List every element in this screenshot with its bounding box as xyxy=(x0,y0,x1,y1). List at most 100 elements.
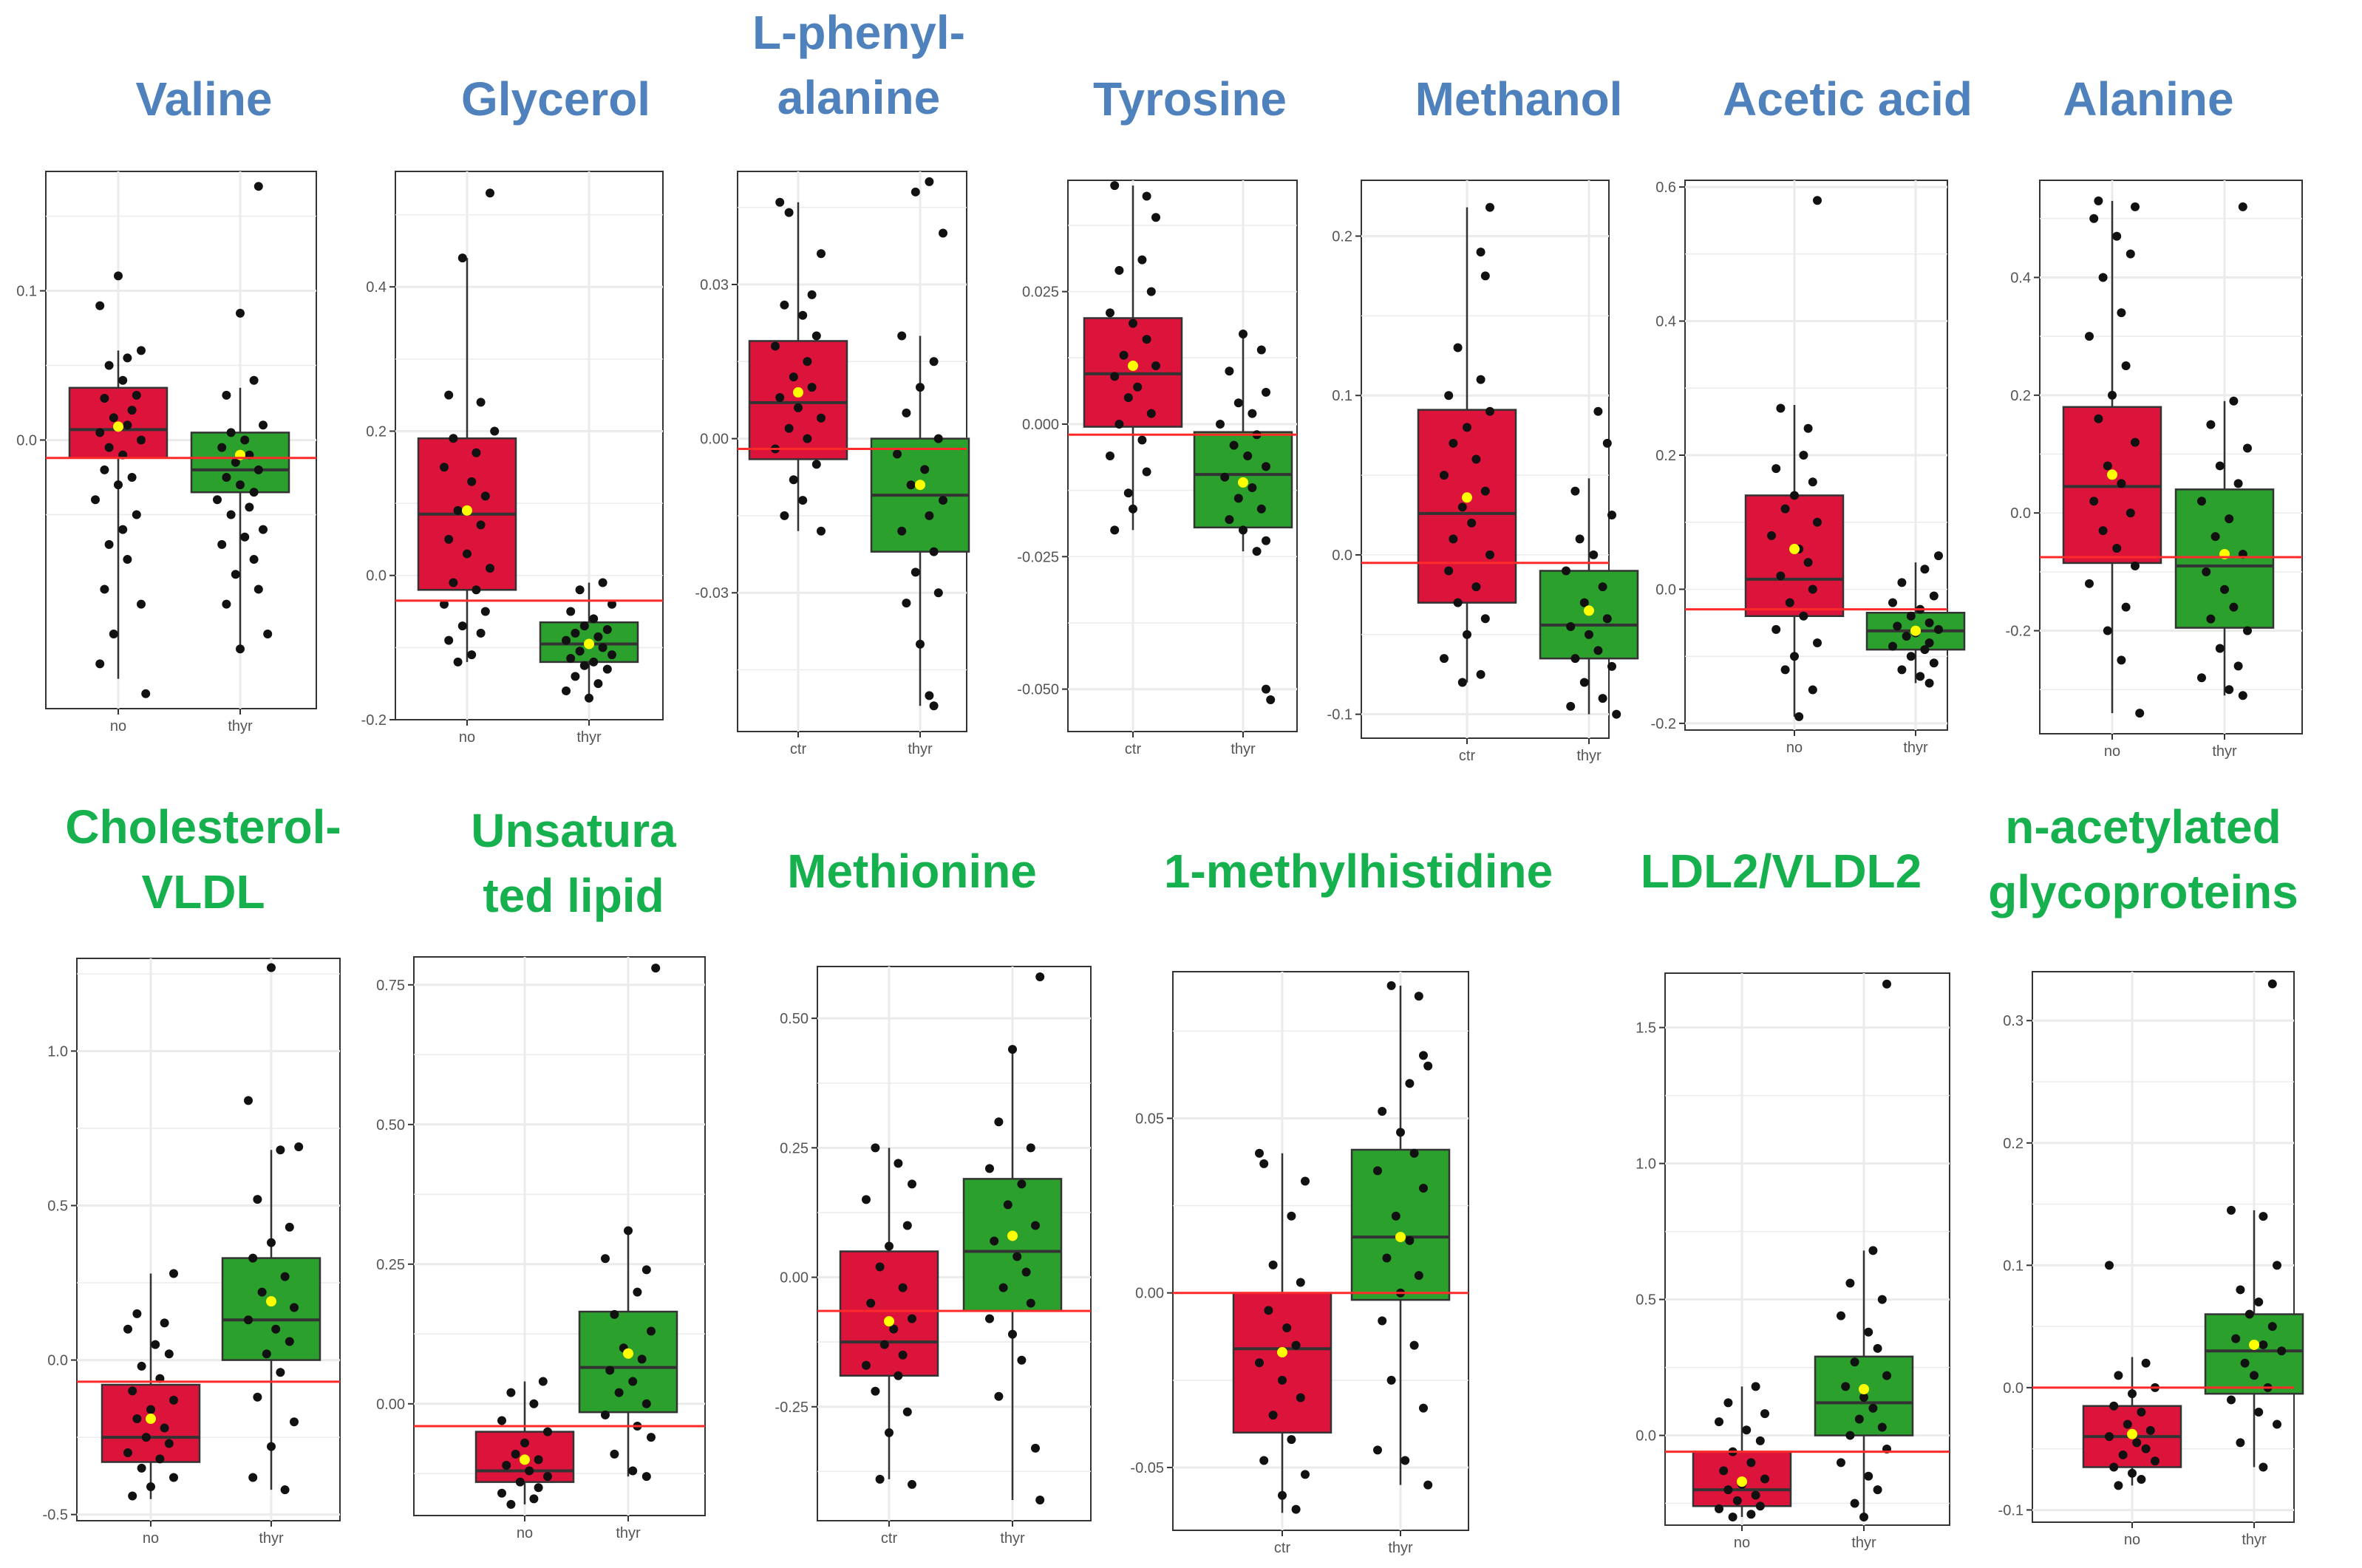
methionine-ytick-label: 0.25 xyxy=(780,1140,809,1156)
ldl2-vldl2-point-no xyxy=(1746,1510,1756,1519)
n-acetylated-glycoproteins-ytick-label: 0.3 xyxy=(2003,1013,2024,1029)
valine-point-thyr xyxy=(236,308,245,318)
l-phenyl-alanine-point-thyr xyxy=(916,383,925,392)
unsatura-ted-lipid-point-no xyxy=(529,1494,539,1504)
methionine-xtick-label-ctr: ctr xyxy=(881,1530,898,1547)
1-methylhistidine-point-ctr xyxy=(1301,1176,1310,1186)
1-methylhistidine-point-ctr xyxy=(1268,1411,1278,1420)
glycerol-point-thyr xyxy=(602,624,612,634)
alanine-point-thyr xyxy=(2206,420,2216,429)
cholesterol-vldl-point-thyr xyxy=(280,1485,290,1495)
valine-ytick-label: 0.0 xyxy=(16,433,37,449)
methanol-point-thyr xyxy=(1589,550,1599,559)
tyrosine-point-thyr xyxy=(1243,451,1253,460)
cholesterol-vldl-point-no xyxy=(155,1454,165,1464)
acetic-acid-point-thyr xyxy=(1906,652,1916,661)
methanol-point-ctr xyxy=(1449,534,1458,544)
cholesterol-vldl-point-no xyxy=(132,1414,142,1424)
ldl2-vldl2-title: LDL2/VLDL2 xyxy=(1640,845,1922,898)
methionine-point-ctr xyxy=(866,1298,876,1308)
glycerol-ytick-label: 0.0 xyxy=(366,568,387,584)
1-methylhistidine-mean-ctr xyxy=(1277,1347,1287,1358)
ldl2-vldl2-mean-no xyxy=(1737,1476,1747,1487)
glycerol-mean-thyr xyxy=(584,638,594,650)
ldl2-vldl2-box-thyr xyxy=(1814,1250,1914,1517)
ldl2-vldl2-point-no xyxy=(1715,1417,1723,1427)
tyrosine-point-thyr xyxy=(1216,419,1225,429)
cholesterol-vldl-point-thyr xyxy=(248,1253,258,1263)
tyrosine-box-ctr xyxy=(1083,185,1183,531)
l-phenyl-alanine-mean-ctr xyxy=(793,387,803,398)
valine-point-no xyxy=(95,659,105,669)
methanol-point-ctr xyxy=(1471,582,1481,592)
methanol-point-ctr xyxy=(1467,518,1477,528)
methionine-point-thyr xyxy=(998,1283,1008,1292)
valine-point-thyr xyxy=(222,599,231,609)
n-acetylated-glycoproteins-ytick-label: 0.2 xyxy=(2003,1136,2024,1152)
unsatura-ted-lipid-point-thyr xyxy=(610,1309,619,1319)
methanol-point-ctr xyxy=(1485,202,1494,212)
1-methylhistidine-point-thyr xyxy=(1386,981,1396,990)
methanol-box-thyr xyxy=(1539,478,1639,715)
tyrosine-point-ctr xyxy=(1137,435,1147,445)
methionine-ytick-label: 0.50 xyxy=(780,1011,809,1027)
n-acetylated-glycoproteins-point-thyr xyxy=(2236,1285,2245,1295)
methionine-point-thyr xyxy=(1008,1045,1017,1054)
l-phenyl-alanine-point-thyr xyxy=(911,567,920,577)
tyrosine-point-thyr xyxy=(1239,330,1248,339)
unsatura-ted-lipid-ytick-label: 0.25 xyxy=(376,1257,405,1273)
l-phenyl-alanine-point-ctr xyxy=(817,526,826,536)
valine-point-thyr xyxy=(217,539,227,549)
glycerol-point-thyr xyxy=(607,599,616,609)
valine-point-no xyxy=(127,406,137,415)
acetic-acid-point-no xyxy=(1780,665,1790,675)
tyrosine-point-thyr xyxy=(1262,684,1270,694)
acetic-acid-point-thyr xyxy=(1888,641,1897,651)
glycerol-point-no xyxy=(440,463,449,472)
l-phenyl-alanine-box-thyr xyxy=(870,335,970,706)
methanol-point-thyr xyxy=(1593,406,1603,416)
valine-point-no xyxy=(123,353,132,363)
methionine-point-thyr xyxy=(994,1391,1004,1401)
acetic-acid-point-no xyxy=(1813,638,1822,648)
n-acetylated-glycoproteins-point-thyr xyxy=(2254,1298,2264,1306)
1-methylhistidine-point-ctr xyxy=(1287,1211,1296,1221)
valine-point-thyr xyxy=(236,644,245,654)
alanine-point-thyr xyxy=(2225,685,2234,695)
tyrosine-point-ctr xyxy=(1110,181,1120,191)
ldl2-vldl2-point-thyr xyxy=(1859,1512,1868,1521)
glycerol-point-no xyxy=(449,434,458,443)
unsatura-ted-lipid-point-thyr xyxy=(624,1226,633,1235)
valine-point-no xyxy=(123,555,132,565)
alanine-point-thyr xyxy=(2229,396,2239,406)
alanine-mean-no xyxy=(2107,469,2117,480)
cholesterol-vldl-point-thyr xyxy=(244,1315,253,1325)
l-phenyl-alanine-point-thyr xyxy=(925,691,934,701)
alanine-point-no xyxy=(2108,390,2117,400)
acetic-acid-point-no xyxy=(1803,423,1813,433)
tyrosine-point-ctr xyxy=(1142,467,1151,477)
alanine-point-no xyxy=(2089,214,2099,223)
1-methylhistidine-point-thyr xyxy=(1373,1166,1382,1176)
ldl2-vldl2-point-thyr xyxy=(1837,1311,1845,1320)
alanine-point-no xyxy=(2094,196,2103,205)
cholesterol-vldl-title: Cholesterol- VLDL xyxy=(65,800,341,918)
cholesterol-vldl-point-no xyxy=(160,1423,169,1433)
alanine-point-thyr xyxy=(2210,532,2220,542)
n-acetylated-glycoproteins-point-thyr xyxy=(2227,1205,2236,1215)
alanine-xtick-label-no: no xyxy=(2104,743,2120,760)
ldl2-vldl2-point-no xyxy=(1751,1490,1760,1500)
box-iqr xyxy=(2204,1313,2304,1395)
methanol-point-ctr xyxy=(1471,454,1481,464)
glycerol-point-no xyxy=(440,599,449,609)
acetic-acid-point-no xyxy=(1799,611,1808,621)
cholesterol-vldl-point-thyr xyxy=(244,1096,253,1105)
ldl2-vldl2-point-thyr xyxy=(1864,1471,1873,1481)
methionine-mean-ctr xyxy=(884,1316,894,1327)
l-phenyl-alanine-point-thyr xyxy=(925,511,934,520)
cholesterol-vldl-point-thyr xyxy=(280,1272,290,1281)
methionine-plot: 0.50 0.25 0.00 -0.25 ctr thyr xyxy=(775,966,1092,1547)
n-acetylated-glycoproteins-point-no xyxy=(2118,1450,2128,1459)
l-phenyl-alanine-point-ctr xyxy=(807,290,817,299)
